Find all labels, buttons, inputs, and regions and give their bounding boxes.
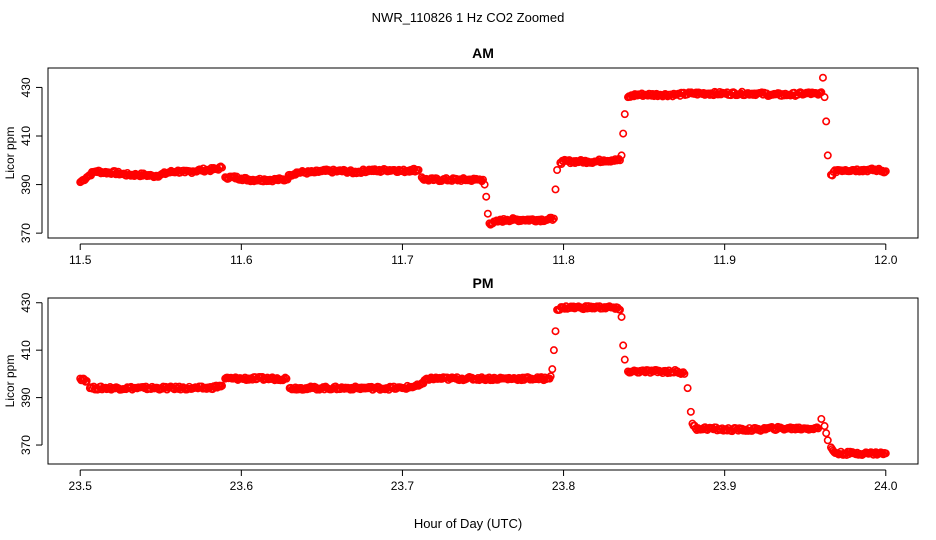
data-point bbox=[823, 151, 832, 160]
y-tick-label: 430 bbox=[19, 292, 33, 312]
data-point bbox=[881, 167, 890, 176]
data-point bbox=[551, 327, 560, 336]
data-point bbox=[818, 73, 827, 82]
data-point bbox=[620, 355, 629, 364]
x-tick-label: 23.8 bbox=[552, 479, 576, 493]
y-axis-label: Licor ppm bbox=[3, 127, 17, 180]
figure-xlabel: Hour of Day (UTC) bbox=[414, 516, 522, 531]
data-point bbox=[619, 341, 628, 350]
data-point bbox=[817, 414, 826, 423]
data-point bbox=[823, 436, 832, 445]
data-point bbox=[480, 180, 489, 189]
data-point bbox=[553, 166, 562, 175]
panel-am: AM 11.5 11.6 11.7 11.8 11.9 12.0 370 390 410 430 Li… bbox=[3, 45, 919, 267]
data-point bbox=[414, 166, 423, 175]
x-tick-label: 12.0 bbox=[874, 253, 898, 267]
y-axis: 370 390 410 430 Licor ppm bbox=[3, 292, 43, 455]
x-axis: 11.5 11.6 11.7 11.8 11.9 12.0 bbox=[69, 243, 898, 267]
y-tick-label: 390 bbox=[19, 387, 33, 407]
figure-title: NWR_110826 1 Hz CO2 Zoomed bbox=[372, 10, 565, 25]
panel-title: AM bbox=[472, 45, 494, 61]
data-point bbox=[482, 192, 491, 201]
data-point bbox=[216, 162, 225, 171]
x-tick-label: 11.9 bbox=[713, 253, 736, 267]
data-point bbox=[282, 374, 291, 383]
data-point bbox=[820, 422, 829, 431]
x-tick-label: 11.7 bbox=[391, 253, 414, 267]
y-tick-label: 430 bbox=[19, 77, 33, 97]
data-points bbox=[76, 73, 890, 229]
y-tick-label: 370 bbox=[19, 223, 33, 243]
y-tick-label: 410 bbox=[19, 340, 33, 360]
x-tick-label: 23.9 bbox=[713, 479, 737, 493]
data-point bbox=[812, 423, 821, 432]
y-axis: 370 390 410 430 Licor ppm bbox=[3, 77, 43, 243]
data-point bbox=[615, 156, 624, 165]
x-tick-label: 11.8 bbox=[552, 253, 575, 267]
data-point bbox=[881, 449, 890, 458]
data-point bbox=[478, 175, 487, 184]
x-axis: 23.5 23.6 23.7 23.8 23.9 24.0 bbox=[69, 469, 898, 493]
data-point bbox=[551, 185, 560, 194]
plot-frame bbox=[47, 297, 919, 465]
y-tick-label: 370 bbox=[19, 435, 33, 455]
data-point bbox=[82, 376, 91, 385]
data-point bbox=[822, 117, 831, 126]
x-tick-label: 23.6 bbox=[230, 479, 254, 493]
x-tick-label: 24.0 bbox=[874, 479, 898, 493]
x-tick-label: 23.7 bbox=[391, 479, 415, 493]
data-point bbox=[619, 129, 628, 138]
x-tick-label: 11.6 bbox=[230, 253, 253, 267]
data-point bbox=[549, 214, 558, 223]
data-point bbox=[617, 312, 626, 321]
data-point bbox=[680, 369, 689, 378]
y-tick-label: 390 bbox=[19, 174, 33, 194]
data-point bbox=[615, 305, 624, 314]
data-point bbox=[880, 168, 889, 177]
plot-frame bbox=[47, 67, 919, 239]
x-tick-label: 23.5 bbox=[69, 479, 93, 493]
data-point bbox=[218, 381, 227, 390]
data-point bbox=[686, 407, 695, 416]
data-point bbox=[822, 429, 831, 438]
data-point bbox=[548, 215, 557, 224]
y-axis-label: Licor ppm bbox=[3, 355, 17, 408]
data-point bbox=[549, 346, 558, 355]
data-point bbox=[620, 110, 629, 119]
data-point bbox=[683, 384, 692, 393]
data-point bbox=[218, 163, 227, 172]
y-tick-label: 410 bbox=[19, 126, 33, 146]
data-point bbox=[483, 209, 492, 218]
data-point bbox=[546, 372, 555, 381]
x-tick-label: 11.5 bbox=[69, 253, 92, 267]
panel-title: PM bbox=[473, 275, 494, 291]
panel-pm: PM 23.5 23.6 23.7 23.8 23.9 24.0 370 390 410 430 Li… bbox=[3, 275, 919, 493]
data-point bbox=[814, 424, 823, 433]
data-point bbox=[617, 151, 626, 160]
data-point bbox=[548, 365, 557, 374]
data-point bbox=[878, 449, 887, 458]
data-points bbox=[76, 302, 890, 459]
data-point bbox=[820, 93, 829, 102]
